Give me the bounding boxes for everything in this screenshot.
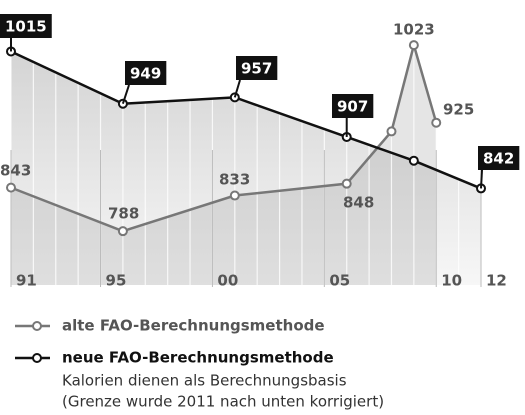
data-label: 848 [343,194,374,212]
label-pointer [121,84,130,105]
legend-label: neue FAO-Berechnungsmethode [62,349,334,367]
data-label-box: 957 [236,56,278,80]
data-label: 788 [108,205,139,223]
data-label: 1015 [5,18,47,36]
data-label-box: 907 [332,94,374,118]
x-tick-label: 00 [217,272,238,290]
data-label-box: 842 [478,146,520,170]
point [431,117,442,128]
data-label: 949 [130,65,161,83]
point [6,182,16,193]
area [11,51,481,286]
x-tick-label: 91 [16,272,37,290]
point [408,155,419,166]
data-label: 957 [241,60,272,78]
x-tick-label: 95 [106,272,127,290]
point [386,126,397,137]
point [229,190,240,201]
label-bg [125,61,167,85]
label-pointer [480,169,483,189]
legend-marker [32,321,42,331]
legend-marker [32,353,42,363]
point [408,40,419,51]
area [11,45,437,285]
note: (Grenze wurde 2011 nach unten korrigiert… [62,393,384,411]
data-label-box: 1015 [0,14,52,38]
data-label: 843 [0,162,31,180]
data-label: 925 [443,101,474,119]
x-tick-label: 12 [486,272,507,290]
label-bg [236,56,278,80]
point [117,226,128,237]
label-bg [0,14,52,38]
point [341,178,352,189]
data-label: 833 [219,171,250,189]
x-tick-label: 05 [329,272,350,290]
line [10,50,482,190]
label-pointer [233,79,241,98]
x-tick-label: 10 [441,272,462,290]
data-label: 907 [337,98,368,116]
legend-label: alte FAO-Berechnungsmethode [62,317,325,335]
data-label: 1023 [393,21,435,39]
label-bg [478,146,520,170]
data-label: 842 [483,150,514,168]
label-bg [332,94,374,118]
note: Kalorien dienen als Berechnungsbasis [62,372,347,390]
data-label-box: 949 [125,61,167,85]
